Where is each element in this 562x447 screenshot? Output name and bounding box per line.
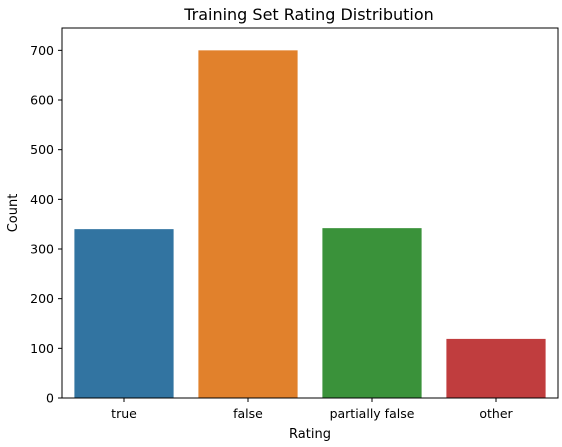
y-tick-label-700: 700 <box>30 43 54 58</box>
y-tick-label-100: 100 <box>30 341 54 356</box>
x-axis: true false partially false other <box>111 398 514 421</box>
bars <box>74 50 546 398</box>
y-tick-label-0: 0 <box>46 391 54 406</box>
x-tick-label-other: other <box>479 406 513 421</box>
x-tick-label-true: true <box>111 406 137 421</box>
x-tick-label-partially-false: partially false <box>330 406 415 421</box>
y-tick-label-500: 500 <box>30 142 54 157</box>
y-axis: 0 100 200 300 400 500 600 700 <box>30 43 62 406</box>
y-tick-label-400: 400 <box>30 192 54 207</box>
x-tick-label-false: false <box>233 406 263 421</box>
y-tick-label-300: 300 <box>30 242 54 257</box>
y-tick-label-200: 200 <box>30 291 54 306</box>
bar-other <box>446 338 546 398</box>
bar-false <box>198 50 298 398</box>
plot-frame <box>61 27 559 399</box>
y-axis-label: Count <box>6 194 21 233</box>
x-axis-label: Rating <box>289 427 331 442</box>
bar-partially-false <box>322 228 422 398</box>
chart-title: Training Set Rating Distribution <box>183 5 434 24</box>
bar-true <box>74 229 174 398</box>
y-tick-label-600: 600 <box>30 93 54 108</box>
